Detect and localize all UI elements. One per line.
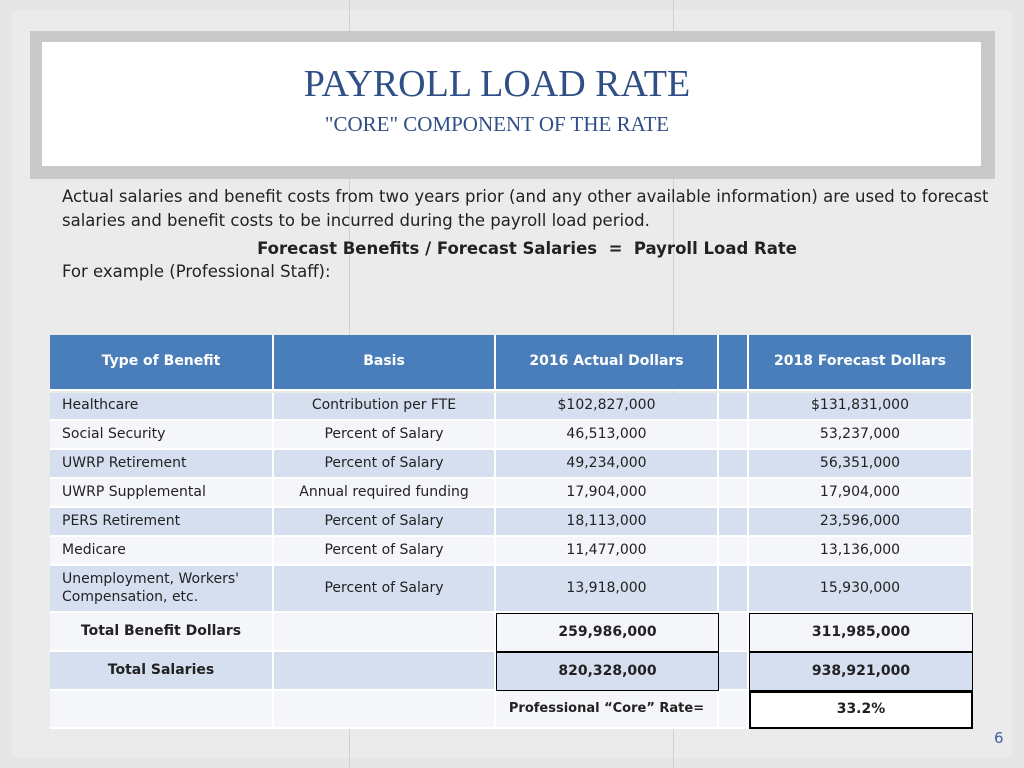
table-cell: 13,136,000 — [749, 537, 973, 566]
table-cell: Percent of Salary — [274, 566, 496, 613]
total-value: 259,986,000 — [496, 613, 719, 652]
table-cell: $102,827,000 — [496, 393, 719, 421]
column-header: Type of Benefit — [50, 335, 274, 391]
table-cell: Contribution per FTE — [274, 393, 496, 421]
rate-label: Professional “Core” Rate= — [496, 691, 719, 729]
table-cell: 53,237,000 — [749, 421, 973, 450]
table-cell: $131,831,000 — [749, 393, 973, 421]
empty-cell — [274, 613, 496, 652]
total-label: Total Benefit Dollars — [50, 613, 274, 652]
table-cell: Percent of Salary — [274, 450, 496, 479]
column-header: 2016 Actual Dollars — [496, 335, 719, 391]
empty-cell — [50, 691, 274, 729]
table-cell: Social Security — [50, 421, 274, 450]
paragraph: Actual salaries and benefit costs from t… — [62, 187, 989, 230]
total-value: 820,328,000 — [496, 652, 719, 691]
table-cell: UWRP Supplemental — [50, 479, 274, 508]
table-cell: 17,904,000 — [496, 479, 719, 508]
table-cell: 56,351,000 — [749, 450, 973, 479]
table-cell: 11,477,000 — [496, 537, 719, 566]
table-cell: Percent of Salary — [274, 508, 496, 537]
column-header: 2018 Forecast Dollars — [749, 335, 973, 391]
example: For example (Professional Staff): — [62, 262, 331, 281]
table-cell: Percent of Salary — [274, 421, 496, 450]
total-value: 311,985,000 — [749, 613, 973, 652]
total-value: 938,921,000 — [749, 652, 973, 691]
spacer-cell — [719, 652, 749, 691]
total-label: Total Salaries — [50, 652, 274, 691]
table-cell: 18,113,000 — [496, 508, 719, 537]
header-spacer — [719, 335, 749, 391]
spacer-cell — [719, 421, 749, 450]
table-cell: 23,596,000 — [749, 508, 973, 537]
title: PAYROLL LOAD RATE — [303, 63, 691, 105]
page-number: 6 — [994, 729, 1004, 747]
subtitle: "CORE" COMPONENT OF THE RATE — [324, 112, 670, 136]
table-cell: 13,918,000 — [496, 566, 719, 613]
table-cell: Unemployment, Workers' Compensation, etc… — [50, 566, 274, 613]
table-cell: 46,513,000 — [496, 421, 719, 450]
spacer-cell — [719, 566, 749, 613]
title-box — [42, 42, 981, 166]
table-cell: Annual required funding — [274, 479, 496, 508]
spacer-cell — [719, 450, 749, 479]
empty-cell — [274, 652, 496, 691]
spacer-cell — [719, 691, 749, 729]
table-cell: Medicare — [50, 537, 274, 566]
table-cell: Healthcare — [50, 393, 274, 421]
spacer-cell — [719, 393, 749, 421]
spacer-cell — [719, 537, 749, 566]
empty-cell — [274, 691, 496, 729]
column-header: Basis — [274, 335, 496, 391]
spacer-cell — [719, 479, 749, 508]
table-cell: 49,234,000 — [496, 450, 719, 479]
table-cell: 15,930,000 — [749, 566, 973, 613]
table-cell: UWRP Retirement — [50, 450, 274, 479]
table-cell: Percent of Salary — [274, 537, 496, 566]
spacer-cell — [719, 508, 749, 537]
formula: Forecast Benefits / Forecast Salaries = … — [257, 239, 797, 258]
spacer-cell — [719, 613, 749, 652]
table-cell: PERS Retirement — [50, 508, 274, 537]
rate-value: 33.2% — [749, 691, 973, 729]
table-cell: 17,904,000 — [749, 479, 973, 508]
